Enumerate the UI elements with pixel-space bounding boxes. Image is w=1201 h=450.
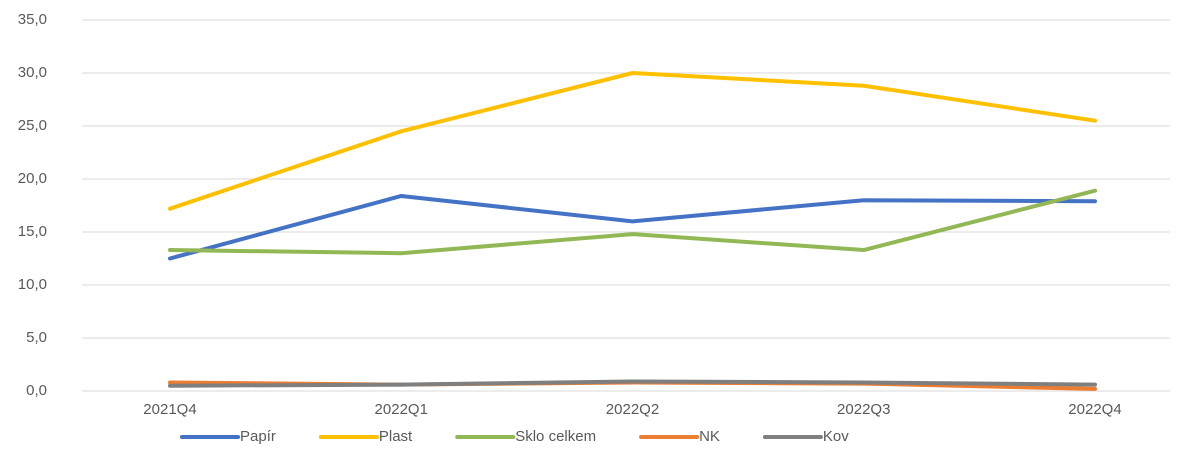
x-tick-label: 2022Q3 <box>837 401 890 418</box>
y-tick-label: 15,0 <box>18 223 47 240</box>
x-tick-label: 2022Q2 <box>606 401 659 418</box>
legend-label: NK <box>699 428 720 445</box>
y-tick-label: 10,0 <box>18 276 47 293</box>
legend-label: Papír <box>240 428 276 445</box>
x-tick-label: 2021Q4 <box>143 401 196 418</box>
legend-label: Plast <box>379 428 413 445</box>
legend-label: Kov <box>823 428 849 445</box>
y-tick-label: 25,0 <box>18 117 47 134</box>
y-tick-label: 5,0 <box>26 329 47 346</box>
y-tick-label: 0,0 <box>26 382 47 399</box>
series-line <box>168 71 1097 211</box>
y-tick-label: 35,0 <box>18 11 47 28</box>
x-tick-label: 2022Q1 <box>375 401 428 418</box>
series-line <box>168 188 1097 256</box>
y-tick-label: 30,0 <box>18 64 47 81</box>
legend-label: Sklo celkem <box>515 428 596 445</box>
y-tick-label: 20,0 <box>18 170 47 187</box>
series-line <box>168 193 1097 261</box>
series-line <box>168 379 1097 388</box>
x-tick-label: 2022Q4 <box>1068 401 1121 418</box>
